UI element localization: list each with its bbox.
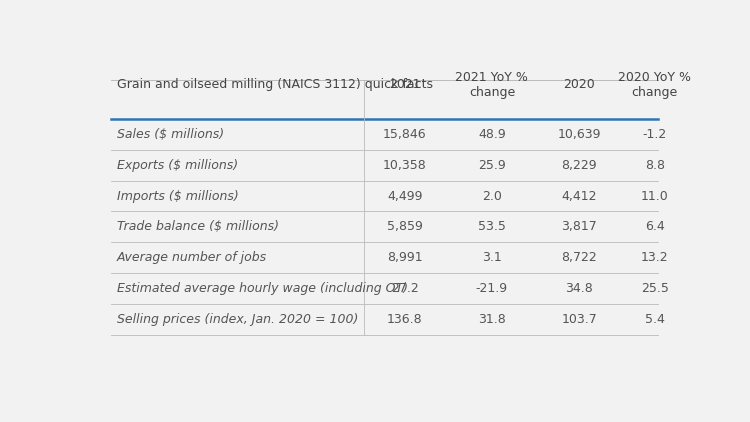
Text: Selling prices (index, Jan. 2020 = 100): Selling prices (index, Jan. 2020 = 100) (117, 313, 358, 326)
Text: 48.9: 48.9 (478, 128, 506, 141)
Text: 2.0: 2.0 (482, 189, 502, 203)
Text: 10,639: 10,639 (557, 128, 601, 141)
Text: 53.5: 53.5 (478, 220, 506, 233)
Text: -21.9: -21.9 (476, 282, 508, 295)
Text: 8,722: 8,722 (561, 251, 597, 264)
Text: 27.2: 27.2 (391, 282, 418, 295)
Text: 2020 YoY %
change: 2020 YoY % change (618, 71, 692, 99)
Text: 34.8: 34.8 (566, 282, 593, 295)
Text: Imports ($ millions): Imports ($ millions) (117, 189, 238, 203)
Text: Average number of jobs: Average number of jobs (117, 251, 267, 264)
Text: 11.0: 11.0 (640, 189, 668, 203)
Text: 4,412: 4,412 (561, 189, 597, 203)
Text: 103.7: 103.7 (561, 313, 597, 326)
Text: Estimated average hourly wage (including OT): Estimated average hourly wage (including… (117, 282, 408, 295)
Text: 25.5: 25.5 (640, 282, 668, 295)
Text: 5.4: 5.4 (645, 313, 664, 326)
Text: 8.8: 8.8 (645, 159, 664, 172)
Text: Trade balance ($ millions): Trade balance ($ millions) (117, 220, 279, 233)
Text: 4,499: 4,499 (387, 189, 422, 203)
Text: 10,358: 10,358 (382, 159, 427, 172)
Text: 136.8: 136.8 (387, 313, 422, 326)
Text: 8,991: 8,991 (387, 251, 422, 264)
Text: 15,846: 15,846 (383, 128, 427, 141)
Text: 31.8: 31.8 (478, 313, 506, 326)
Text: 13.2: 13.2 (640, 251, 668, 264)
Text: 6.4: 6.4 (645, 220, 664, 233)
Text: 2020: 2020 (563, 78, 595, 91)
Text: 5,859: 5,859 (387, 220, 423, 233)
Text: Grain and oilseed milling (NAICS 3112) quick facts: Grain and oilseed milling (NAICS 3112) q… (117, 78, 433, 91)
Text: 3,817: 3,817 (561, 220, 597, 233)
Text: -1.2: -1.2 (643, 128, 667, 141)
Text: 8,229: 8,229 (561, 159, 597, 172)
Text: 2021 YoY %
change: 2021 YoY % change (455, 71, 528, 99)
Text: Exports ($ millions): Exports ($ millions) (117, 159, 238, 172)
Text: 2021: 2021 (389, 78, 421, 91)
Text: Sales ($ millions): Sales ($ millions) (117, 128, 224, 141)
Text: 3.1: 3.1 (482, 251, 502, 264)
Text: 25.9: 25.9 (478, 159, 506, 172)
